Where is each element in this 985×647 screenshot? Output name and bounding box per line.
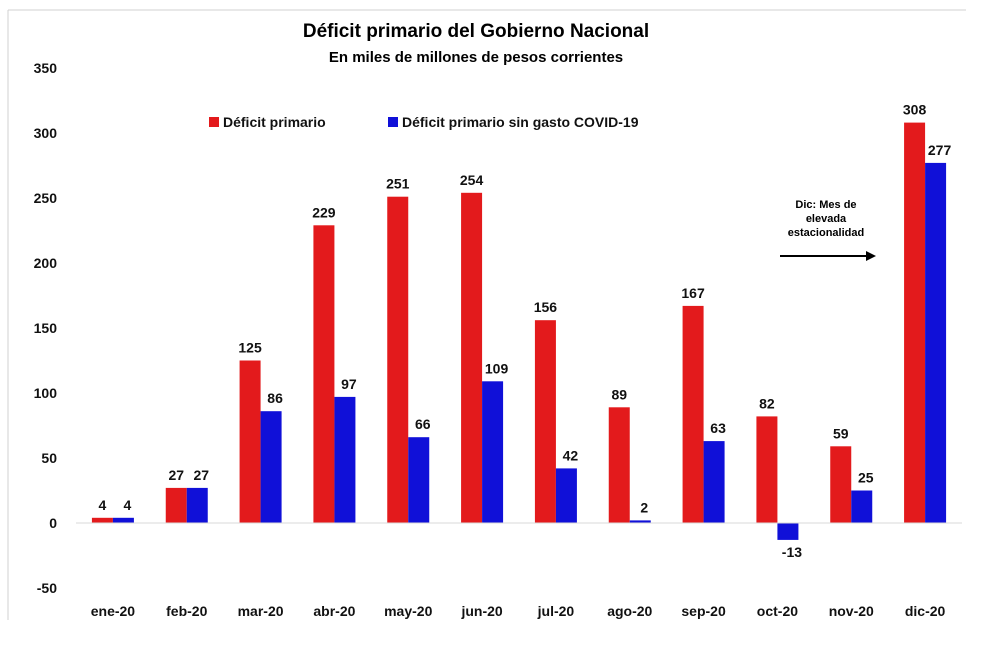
y-tick-label: 0	[49, 515, 57, 531]
bar-deficit-primario	[608, 407, 630, 523]
x-tick-label: sep-20	[681, 603, 726, 619]
x-tick-label: oct-20	[757, 603, 798, 619]
bar-deficit-sin-covid	[260, 411, 282, 523]
bar-deficit-sin-covid	[851, 490, 873, 523]
bar-deficit-sin-covid	[925, 162, 947, 523]
bar-deficit-primario	[756, 416, 778, 523]
legend-swatch-deficit-primario	[209, 117, 219, 127]
x-tick-label: may-20	[384, 603, 432, 619]
annotation-line-1: Dic: Mes de	[795, 199, 856, 211]
x-tick-label: nov-20	[829, 603, 874, 619]
chart-subtitle: En miles de millones de pesos corrientes	[329, 49, 623, 66]
data-label: 27	[168, 467, 184, 483]
bar-deficit-sin-covid	[555, 468, 577, 523]
data-label: 4	[99, 497, 107, 513]
bar-deficit-sin-covid	[334, 396, 356, 523]
y-tick-label: 200	[34, 255, 58, 271]
bar-deficit-sin-covid	[408, 437, 430, 523]
data-label: 254	[460, 172, 484, 188]
bar-deficit-primario	[534, 320, 556, 523]
bar-deficit-primario	[91, 517, 113, 523]
x-axis: ene-20 feb-20 mar-20 abr-20 may-20 jun-20 jul-…	[76, 522, 962, 619]
data-label: 27	[193, 467, 209, 483]
annotation-arrow-head	[866, 251, 876, 261]
data-label: 82	[759, 395, 775, 411]
data-labels-group: 4 4 27 27 125 86 229 97 251 66 254 109 156 42 89 2 167 63…	[99, 102, 952, 560]
y-tick-label: 100	[34, 385, 58, 401]
bar-deficit-primario	[165, 487, 187, 523]
data-label: 109	[485, 360, 509, 376]
x-tick-label: ene-20	[91, 603, 136, 619]
data-label: 125	[238, 340, 262, 356]
bar-deficit-primario	[904, 122, 926, 523]
bar-deficit-sin-covid	[112, 517, 134, 523]
y-tick-label: -50	[37, 580, 57, 596]
data-label: 59	[833, 425, 849, 441]
bar-deficit-primario	[830, 446, 852, 523]
data-label: 277	[928, 142, 952, 158]
x-tick-label: feb-20	[166, 603, 207, 619]
legend: Déficit primario Déficit primario sin ga…	[209, 114, 639, 130]
x-tick-label: mar-20	[238, 603, 284, 619]
data-label: 66	[415, 416, 431, 432]
data-label: 167	[681, 285, 705, 301]
data-label: -13	[782, 544, 802, 560]
annotation-line-3: estacionalidad	[788, 227, 864, 239]
data-label: 229	[312, 204, 336, 220]
data-label: 63	[710, 420, 726, 436]
bar-deficit-sin-covid	[777, 523, 799, 540]
legend-label-deficit-primario: Déficit primario	[223, 114, 326, 130]
y-tick-label: 350	[34, 60, 58, 76]
x-tick-label: abr-20	[313, 603, 355, 619]
chart-title: Déficit primario del Gobierno Nacional	[303, 21, 649, 42]
bar-deficit-primario	[682, 305, 704, 523]
x-tick-label: jun-20	[460, 603, 502, 619]
data-label: 25	[858, 470, 874, 486]
bar-deficit-primario	[239, 360, 261, 523]
bar-deficit-primario	[461, 192, 483, 524]
bars-group	[91, 122, 947, 540]
data-label: 89	[611, 386, 627, 402]
y-axis: -50 0 50 100 150 200 250 300 350	[34, 60, 58, 596]
data-label: 308	[903, 102, 927, 118]
bar-deficit-sin-covid	[482, 381, 504, 523]
bar-deficit-sin-covid	[186, 487, 208, 523]
data-label: 251	[386, 176, 410, 192]
legend-swatch-deficit-sin-covid	[388, 117, 398, 127]
y-tick-label: 50	[41, 450, 57, 466]
bar-deficit-sin-covid	[703, 441, 725, 523]
annotation-line-2: elevada	[806, 213, 847, 225]
annotation: Dic: Mes de elevada estacionalidad	[780, 199, 876, 261]
legend-label-deficit-sin-covid: Déficit primario sin gasto COVID-19	[402, 114, 639, 130]
data-label: 42	[563, 447, 579, 463]
x-tick-label: jul-20	[537, 603, 575, 619]
bar-deficit-primario	[313, 225, 335, 524]
y-tick-label: 300	[34, 125, 58, 141]
bar-deficit-sin-covid	[629, 520, 651, 523]
y-tick-label: 150	[34, 320, 58, 336]
x-tick-label: dic-20	[905, 603, 946, 619]
bar-deficit-primario	[387, 196, 409, 523]
data-label: 86	[267, 390, 283, 406]
data-label: 4	[124, 497, 132, 513]
data-label: 2	[640, 499, 648, 515]
data-label: 97	[341, 376, 357, 392]
x-tick-label: ago-20	[607, 603, 652, 619]
data-label: 156	[534, 299, 558, 315]
y-tick-label: 250	[34, 190, 58, 206]
